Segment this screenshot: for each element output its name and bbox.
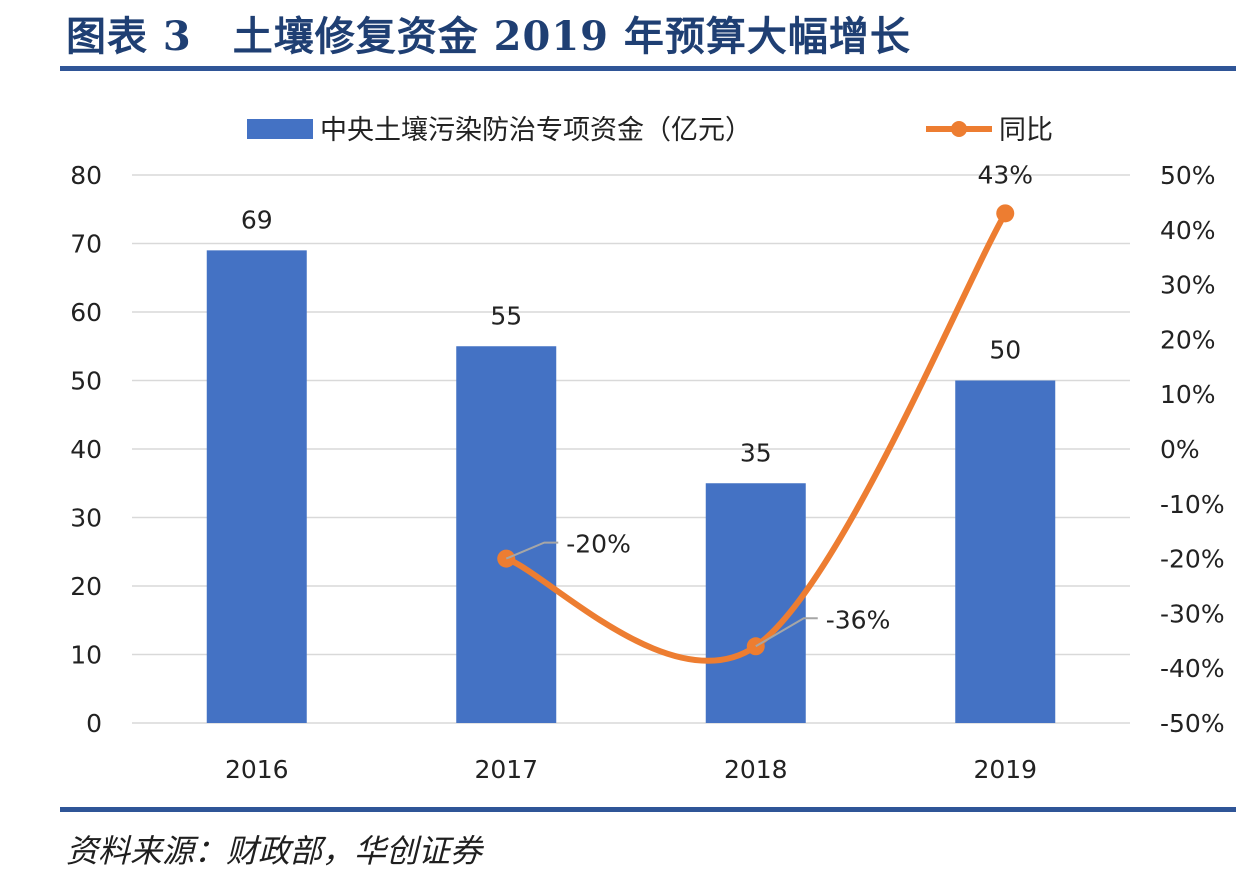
- y-left-tick-label: 10: [70, 641, 102, 670]
- yoy-data-label: -20%: [566, 530, 631, 559]
- footer-divider: [60, 807, 1236, 812]
- y-left-tick-label: 40: [70, 435, 102, 464]
- title-divider: [60, 66, 1236, 71]
- y-right-tick-label: -40%: [1160, 654, 1225, 683]
- axes: 0 10 20 30 40 50 60 70 80 -50% -40% -30% -20% -10% 0% 1…: [70, 161, 1224, 784]
- y-right-tick-label: -10%: [1160, 490, 1225, 519]
- bar: [206, 250, 307, 723]
- legend-bar-label: 中央土壤污染防治专项资金（亿元）: [320, 115, 752, 146]
- x-tick-label: 2018: [724, 755, 788, 784]
- y-right-tick-label: 20%: [1160, 325, 1216, 354]
- label-leader-line: [505, 541, 559, 560]
- y-left-tick-label: 30: [70, 504, 102, 533]
- bar-data-label: 50: [989, 336, 1021, 365]
- y-right-tick-label: 50%: [1160, 161, 1216, 190]
- yoy-point: [996, 204, 1015, 223]
- y-left-tick-label: 0: [86, 709, 102, 738]
- y-right-tick-label: 10%: [1160, 380, 1216, 409]
- combo-chart: 69 55 35 50 -20% -36% 43% 0 10 20 30 40 50 60 70 80 -5…: [70, 115, 1224, 784]
- y-right-tick-label: -30%: [1160, 599, 1225, 628]
- x-tick-label: 2019: [973, 755, 1037, 784]
- y-left-tick-label: 70: [70, 230, 102, 259]
- label-leader-line: [755, 617, 818, 648]
- y-left-tick-label: 50: [70, 367, 102, 396]
- y-left-tick-label: 60: [70, 298, 102, 327]
- bar: [705, 483, 806, 723]
- yoy-line: [503, 210, 1009, 664]
- line-series: -20% -36% 43%: [497, 160, 1033, 664]
- yoy-data-label: -36%: [826, 605, 891, 634]
- bar: [955, 380, 1056, 723]
- legend-line-label: 同比: [999, 115, 1053, 146]
- bar-data-label: 55: [490, 301, 522, 330]
- bar-data-label: 35: [740, 438, 772, 467]
- legend-bar-swatch: [247, 119, 313, 139]
- y-left-tick-label: 80: [70, 161, 102, 190]
- legend-line-marker: [951, 121, 967, 137]
- y-right-tick-label: -20%: [1160, 545, 1225, 574]
- bar: [456, 346, 557, 723]
- x-tick-label: 2016: [225, 755, 289, 784]
- y-right-tick-label: 40%: [1160, 216, 1216, 245]
- legend: 中央土壤污染防治专项资金（亿元） 同比: [247, 115, 1053, 146]
- y-right-tick-label: -50%: [1160, 709, 1225, 738]
- chart-title: 图表 3 土壤修复资金 2019 年预算大幅增长: [66, 13, 911, 60]
- bar-data-label: 69: [241, 205, 273, 234]
- yoy-data-label: 43%: [977, 160, 1033, 189]
- y-right-tick-label: 0%: [1160, 435, 1200, 464]
- bar-series: 69 55 35 50: [206, 205, 1056, 723]
- y-left-tick-label: 20: [70, 572, 102, 601]
- y-right-tick-label: 30%: [1160, 271, 1216, 300]
- x-tick-label: 2017: [474, 755, 538, 784]
- source-note: 资料来源：财政部，华创证券: [66, 832, 483, 870]
